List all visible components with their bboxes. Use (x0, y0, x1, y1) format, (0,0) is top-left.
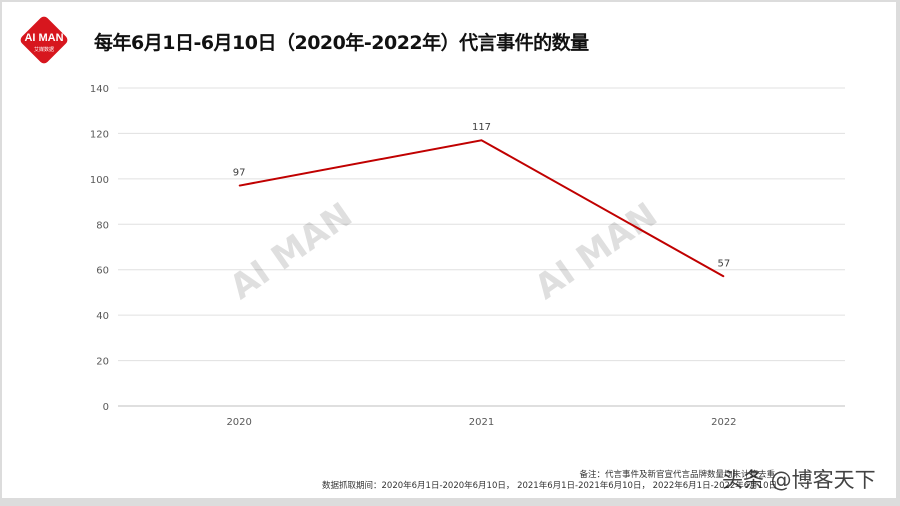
y-tick-label: 40 (96, 311, 109, 322)
aiman-logo: AI MAN 艾媒数据 (20, 16, 68, 64)
data-label: 57 (717, 259, 730, 270)
x-tick-label: 2022 (711, 417, 736, 428)
data-point (481, 139, 482, 141)
data-label: 117 (472, 122, 491, 133)
chart-title: 每年6月1日-6月10日（2020年-2022年）代言事件的数量 (94, 32, 589, 54)
period-note: 数据抓取期间：2020年6月1日-2020年6月10日， 2021年6月1日-2… (322, 481, 778, 491)
remark-note: 备注：代言事件及新官宣代言品牌数量均未计算去重 (579, 470, 775, 480)
x-tick-label: 2021 (469, 417, 494, 428)
y-tick-label: 140 (90, 84, 109, 95)
data-label: 97 (233, 168, 246, 179)
data-point (723, 276, 725, 278)
slide: AI MAN 艾媒数据 每年6月1日-6月10日（2020年-2022年）代言事… (2, 2, 896, 498)
y-tick-label: 100 (90, 175, 109, 186)
x-tick-label: 2020 (226, 417, 251, 428)
y-tick-label: 120 (90, 129, 109, 140)
svg-text:AI MAN: AI MAN (24, 32, 63, 44)
y-tick-label: 20 (96, 357, 109, 368)
source-watermark: 头条 @博客天下 (722, 468, 876, 492)
svg-text:艾媒数据: 艾媒数据 (34, 46, 54, 53)
watermark-group: AI MAN AI MAN (223, 195, 665, 308)
chart-watermark: AI MAN (528, 195, 665, 308)
chart-watermark: AI MAN (223, 195, 360, 308)
data-point (238, 185, 240, 187)
y-tick-label: 0 (103, 402, 109, 413)
y-tick-label: 60 (96, 266, 109, 277)
y-tick-label: 80 (96, 220, 109, 231)
